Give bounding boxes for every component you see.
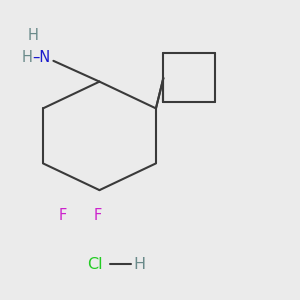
Text: H: H: [22, 50, 33, 65]
Text: F: F: [94, 208, 102, 223]
Text: H: H: [134, 257, 146, 272]
Text: Cl: Cl: [87, 257, 102, 272]
Text: H: H: [27, 28, 38, 43]
Text: F: F: [58, 208, 66, 223]
Text: –N: –N: [33, 50, 51, 65]
